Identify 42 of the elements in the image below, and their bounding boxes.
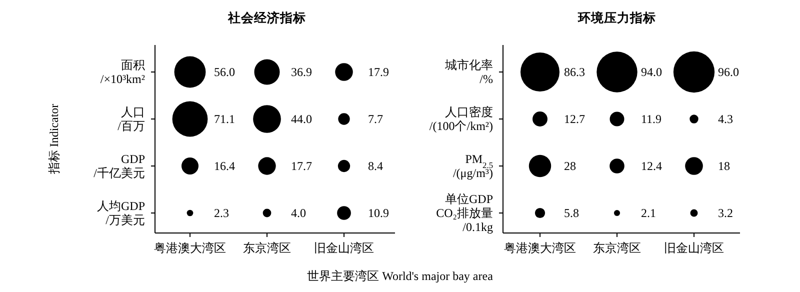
legend-label: PM$_{2.5}$ /(μg/m³) (452, 152, 493, 180)
data-label: 17.9 (368, 65, 389, 79)
data-label: 28 (564, 159, 576, 173)
data-label: 71.1 (214, 112, 235, 126)
text: 世界主要湾区 World's major bay area (307, 269, 494, 283)
data-label: 94.0 (641, 65, 662, 79)
data-label: 10.9 (368, 206, 389, 220)
legend-label: 人口密度 /(100个/km²) (429, 105, 493, 133)
data-label: 12.4 (641, 159, 662, 173)
data-label: 7.7 (368, 112, 383, 126)
text: 指标 Indicator (47, 104, 61, 176)
data-label: 86.3 (564, 65, 585, 79)
data-label: 12.7 (564, 112, 585, 126)
category-label: 粤港澳大湾区 (504, 241, 576, 255)
category-label: 粤港澳大湾区 (154, 241, 226, 255)
data-label: 2.3 (214, 206, 229, 220)
text: 环境压力指标 (577, 10, 656, 25)
legend-label: 人均GDP /万美元 (96, 199, 146, 227)
text: 社会经济指标 (227, 10, 306, 25)
legend-label: 人口 /百万 (118, 105, 145, 133)
data-label: 17.7 (291, 159, 312, 173)
data-label: 96.0 (718, 65, 739, 79)
data-label: 4.3 (718, 112, 733, 126)
data-label: 3.2 (718, 206, 733, 220)
legend-label: 城市化率 /% (444, 58, 493, 86)
data-label: 36.9 (291, 65, 312, 79)
category-label: 旧金山湾区 (664, 241, 724, 255)
category-label: 东京湾区 (593, 241, 641, 255)
legend-label: 面积 /×10³km² (100, 58, 146, 86)
category-label: 旧金山湾区 (314, 241, 374, 255)
data-label: 4.0 (291, 206, 306, 220)
data-label: 5.8 (564, 206, 579, 220)
data-label: 2.1 (641, 206, 656, 220)
data-label: 11.9 (641, 112, 662, 126)
data-label: 16.4 (214, 159, 235, 173)
category-label: 东京湾区 (243, 241, 291, 255)
legend-label: 单位GDP CO₂排放量 /0.1kg (436, 192, 494, 234)
data-label: 8.4 (368, 159, 383, 173)
data-label: 18 (718, 159, 730, 173)
legend-label: GDP /千亿美元 (94, 152, 146, 180)
data-label: 56.0 (214, 65, 235, 79)
data-label: 44.0 (291, 112, 312, 126)
